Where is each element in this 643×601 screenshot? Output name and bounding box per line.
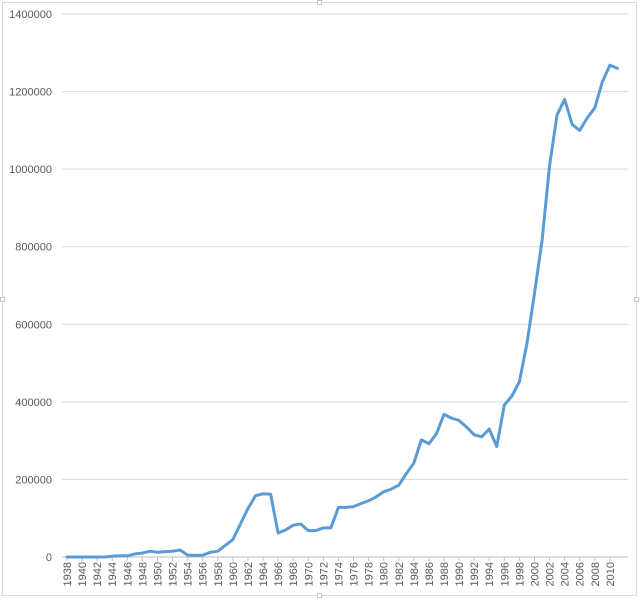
x-tick-label: 2008 (590, 562, 602, 586)
x-tick-label: 1942 (92, 562, 104, 586)
x-tick-label: 2010 (605, 562, 617, 586)
x-tick-label: 1944 (107, 562, 119, 586)
x-tick-label: 1986 (424, 562, 436, 586)
gridlines (62, 13, 628, 558)
x-tick-label: 1970 (303, 562, 315, 586)
resize-handle-top[interactable] (317, 0, 322, 5)
x-tick-label: 2006 (575, 562, 587, 586)
resize-handle-right[interactable] (634, 297, 639, 302)
x-tick-label: 1956 (198, 562, 210, 586)
x-tick-label: 1996 (499, 562, 511, 586)
x-tick-label: 1940 (77, 562, 89, 586)
x-tick-label: 1976 (349, 562, 361, 586)
x-tick-label: 1994 (484, 562, 496, 586)
x-tick-label: 1988 (439, 562, 451, 586)
series-line[interactable] (65, 63, 619, 559)
x-tick-label: 1998 (514, 562, 526, 586)
x-tick-label: 1984 (409, 562, 421, 586)
x-tick-label: 1958 (213, 562, 225, 586)
x-tick-label: 1962 (243, 562, 255, 586)
x-tick-label: 1948 (137, 562, 149, 586)
y-tick-label: 800000 (15, 242, 52, 254)
x-tick-label: 1964 (258, 562, 270, 586)
y-tick-label: 1200000 (9, 87, 52, 99)
y-tick-label: 400000 (15, 397, 52, 409)
x-tick-label: 1990 (454, 562, 466, 586)
x-tick-label: 1966 (273, 562, 285, 586)
x-tick-label: 1938 (62, 562, 74, 586)
y-tick-label: 1400000 (9, 9, 52, 21)
resize-handle-bottom[interactable] (317, 593, 322, 598)
x-tick-label: 1974 (333, 562, 345, 586)
x-tick-label: 1968 (288, 562, 300, 586)
x-tick-label: 1992 (469, 562, 481, 586)
y-tick-label: 600000 (15, 319, 52, 331)
x-tick-label: 2000 (529, 562, 541, 586)
x-tick-label: 1980 (379, 562, 391, 586)
x-tick-label: 1950 (152, 562, 164, 586)
y-tick-label: 200000 (15, 474, 52, 486)
x-tick-label: 1954 (183, 562, 195, 586)
x-axis-tick-labels: 1938 1940 1942 1944 1946 1948 1950 1952 1954 1956… (62, 557, 617, 586)
resize-handle-left[interactable] (0, 297, 5, 302)
x-tick-label: 1960 (228, 562, 240, 586)
y-tick-label: 1000000 (9, 164, 52, 176)
x-tick-label: 1972 (318, 562, 330, 586)
x-tick-label: 1952 (168, 562, 180, 586)
x-tick-label: 2004 (560, 562, 572, 586)
x-tick-label: 2002 (545, 562, 557, 586)
x-tick-label: 1982 (394, 562, 406, 586)
y-tick-label: 0 (46, 552, 52, 564)
y-axis-tick-labels: 0 200000 400000 600000 800000 1000000 1200000 1… (9, 9, 52, 564)
series-group (65, 63, 619, 559)
x-tick-label: 1946 (122, 562, 134, 586)
x-tick-label: 1978 (364, 562, 376, 586)
